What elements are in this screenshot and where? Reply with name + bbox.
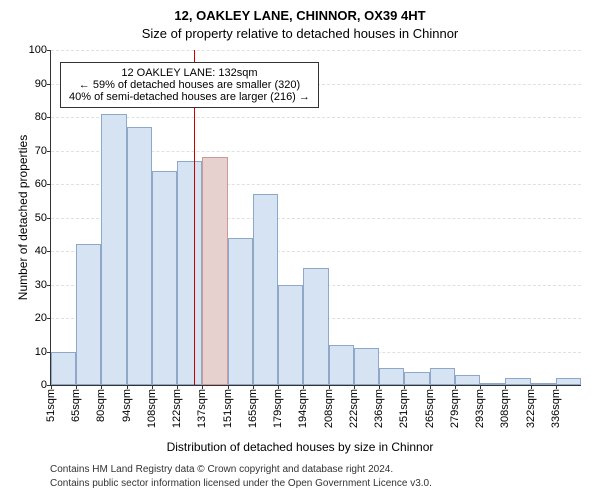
xtick-label: 308sqm bbox=[499, 385, 511, 428]
xtick-label: 51sqm bbox=[45, 385, 57, 422]
xtick-label: 65sqm bbox=[70, 385, 82, 422]
ytick-label: 10 bbox=[35, 346, 51, 358]
histogram-bar bbox=[556, 378, 581, 385]
xtick-label: 108sqm bbox=[146, 385, 158, 428]
histogram-bar bbox=[101, 114, 126, 385]
chart-container: 12, OAKLEY LANE, CHINNOR, OX39 4HT Size … bbox=[0, 0, 600, 500]
xtick-label: 236sqm bbox=[373, 385, 385, 428]
xtick-label: 137sqm bbox=[196, 385, 208, 428]
histogram-bar bbox=[228, 238, 253, 385]
histogram-bar bbox=[379, 368, 404, 385]
footer-line-2: Contains public sector information licen… bbox=[50, 478, 432, 489]
xtick-label: 165sqm bbox=[247, 385, 259, 428]
chart-title: 12, OAKLEY LANE, CHINNOR, OX39 4HT bbox=[0, 8, 600, 23]
footer-line-1: Contains HM Land Registry data © Crown c… bbox=[50, 464, 393, 475]
annotation-line: ← 59% of detached houses are smaller (32… bbox=[69, 79, 310, 91]
ytick-label: 50 bbox=[35, 212, 51, 224]
xtick-label: 265sqm bbox=[424, 385, 436, 428]
ytick-label: 80 bbox=[35, 111, 51, 123]
xtick-label: 222sqm bbox=[348, 385, 360, 428]
xtick-label: 293sqm bbox=[474, 385, 486, 428]
histogram-bar bbox=[329, 345, 354, 385]
annotation-box: 12 OAKLEY LANE: 132sqm← 59% of detached … bbox=[60, 62, 319, 108]
histogram-bar bbox=[127, 127, 152, 385]
ytick-label: 90 bbox=[35, 78, 51, 90]
histogram-bar bbox=[202, 157, 227, 385]
histogram-bar bbox=[278, 285, 303, 386]
histogram-bar bbox=[303, 268, 328, 385]
xtick-label: 336sqm bbox=[550, 385, 562, 428]
ytick-label: 70 bbox=[35, 145, 51, 157]
ytick-label: 60 bbox=[35, 178, 51, 190]
ytick-label: 20 bbox=[35, 312, 51, 324]
histogram-bar bbox=[177, 161, 202, 385]
xtick-label: 80sqm bbox=[95, 385, 107, 422]
ytick-label: 40 bbox=[35, 245, 51, 257]
histogram-bar bbox=[455, 375, 480, 385]
histogram-bar bbox=[354, 348, 379, 385]
annotation-line: 40% of semi-detached houses are larger (… bbox=[69, 91, 310, 103]
histogram-bar bbox=[430, 368, 455, 385]
chart-subtitle: Size of property relative to detached ho… bbox=[0, 26, 600, 41]
annotation-line: 12 OAKLEY LANE: 132sqm bbox=[69, 67, 310, 79]
histogram-bar bbox=[253, 194, 278, 385]
histogram-bar bbox=[505, 378, 530, 385]
histogram-bar bbox=[404, 372, 429, 385]
gridline bbox=[51, 50, 581, 51]
histogram-bar bbox=[152, 171, 177, 385]
ytick-label: 30 bbox=[35, 279, 51, 291]
xtick-label: 122sqm bbox=[171, 385, 183, 428]
x-axis-label: Distribution of detached houses by size … bbox=[0, 440, 600, 454]
histogram-bar bbox=[76, 244, 101, 385]
xtick-label: 251sqm bbox=[398, 385, 410, 428]
ytick-label: 100 bbox=[29, 44, 51, 56]
xtick-label: 194sqm bbox=[297, 385, 309, 428]
histogram-bar bbox=[51, 352, 76, 386]
xtick-label: 322sqm bbox=[525, 385, 537, 428]
xtick-label: 94sqm bbox=[121, 385, 133, 422]
gridline bbox=[51, 117, 581, 118]
xtick-label: 279sqm bbox=[449, 385, 461, 428]
xtick-label: 179sqm bbox=[272, 385, 284, 428]
y-axis-label: Number of detached properties bbox=[16, 50, 30, 385]
xtick-label: 208sqm bbox=[323, 385, 335, 428]
xtick-label: 151sqm bbox=[222, 385, 234, 428]
